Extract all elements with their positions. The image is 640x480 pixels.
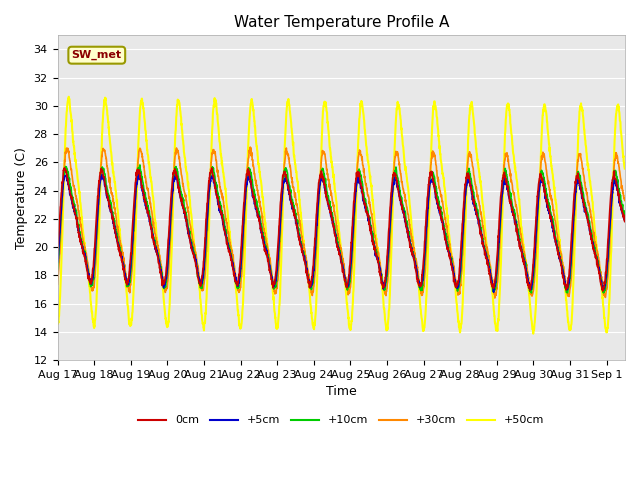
X-axis label: Time: Time (326, 385, 356, 398)
Title: Water Temperature Profile A: Water Temperature Profile A (234, 15, 449, 30)
Text: SW_met: SW_met (72, 50, 122, 60)
Y-axis label: Temperature (C): Temperature (C) (15, 147, 28, 249)
Legend: 0cm, +5cm, +10cm, +30cm, +50cm: 0cm, +5cm, +10cm, +30cm, +50cm (134, 411, 549, 430)
